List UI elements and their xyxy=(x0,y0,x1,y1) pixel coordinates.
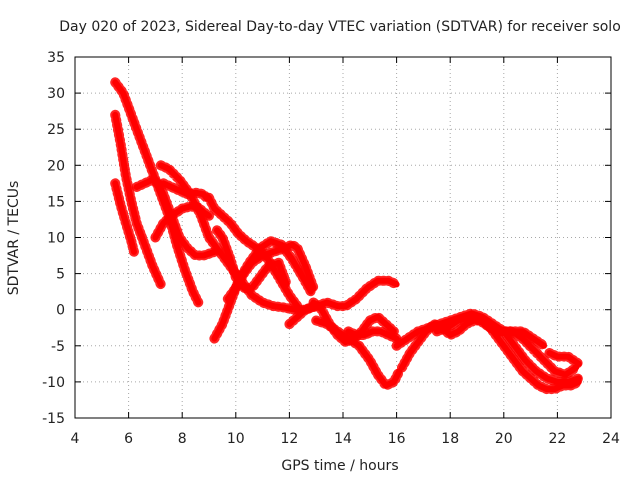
chart-title: Day 020 of 2023, Sidereal Day-to-day VTE… xyxy=(59,19,621,35)
x-tick-label: 8 xyxy=(178,431,187,447)
x-tick-label: 20 xyxy=(495,431,513,447)
series-arc-20-markers xyxy=(544,348,584,369)
y-axis-label: SDTVAR / TECUs xyxy=(6,181,22,296)
series-arc-10-markers xyxy=(209,236,316,344)
x-tick-label: 16 xyxy=(388,431,406,447)
series-arc-2-markers xyxy=(110,109,166,290)
x-tick-label: 10 xyxy=(227,431,245,447)
y-tick-label: -5 xyxy=(51,339,65,355)
series-arc-3-markers xyxy=(110,178,139,257)
y-tick-label: 30 xyxy=(47,86,65,102)
x-tick-label: 14 xyxy=(334,431,352,447)
y-tick-label: -15 xyxy=(42,411,65,427)
y-tick-label: 5 xyxy=(56,267,65,283)
x-tick-label: 18 xyxy=(441,431,459,447)
x-tick-label: 22 xyxy=(548,431,566,447)
data-series xyxy=(110,77,584,395)
y-tick-label: 35 xyxy=(47,50,65,66)
y-tick-label: -10 xyxy=(42,375,65,391)
axis-ticks: 4 6 8 10 12 14 16 18 20 22 24 35 30 25 20 15 10 5 0 -5 -10 -1… xyxy=(42,50,620,447)
y-tick-label: 10 xyxy=(47,231,65,247)
x-tick-label: 12 xyxy=(280,431,298,447)
x-tick-label: 4 xyxy=(71,431,80,447)
x-axis-label: GPS time / hours xyxy=(281,458,398,474)
series-arc-6-markers xyxy=(158,178,212,203)
series-arc-15-markers xyxy=(343,326,402,344)
series-arc-9-markers xyxy=(212,225,292,293)
y-tick-label: 15 xyxy=(47,194,65,210)
series-arc-11-markers xyxy=(222,239,319,304)
series-arc-12-markers xyxy=(284,275,402,330)
y-tick-label: 20 xyxy=(47,158,65,174)
series-arc-19-markers xyxy=(485,322,549,351)
x-tick-label: 24 xyxy=(602,431,620,447)
y-tick-label: 25 xyxy=(47,122,65,138)
x-tick-label: 6 xyxy=(124,431,133,447)
series-arc-7-markers xyxy=(150,201,214,243)
y-tick-label: 0 xyxy=(56,303,65,319)
series-arc-14-markers xyxy=(311,315,405,391)
